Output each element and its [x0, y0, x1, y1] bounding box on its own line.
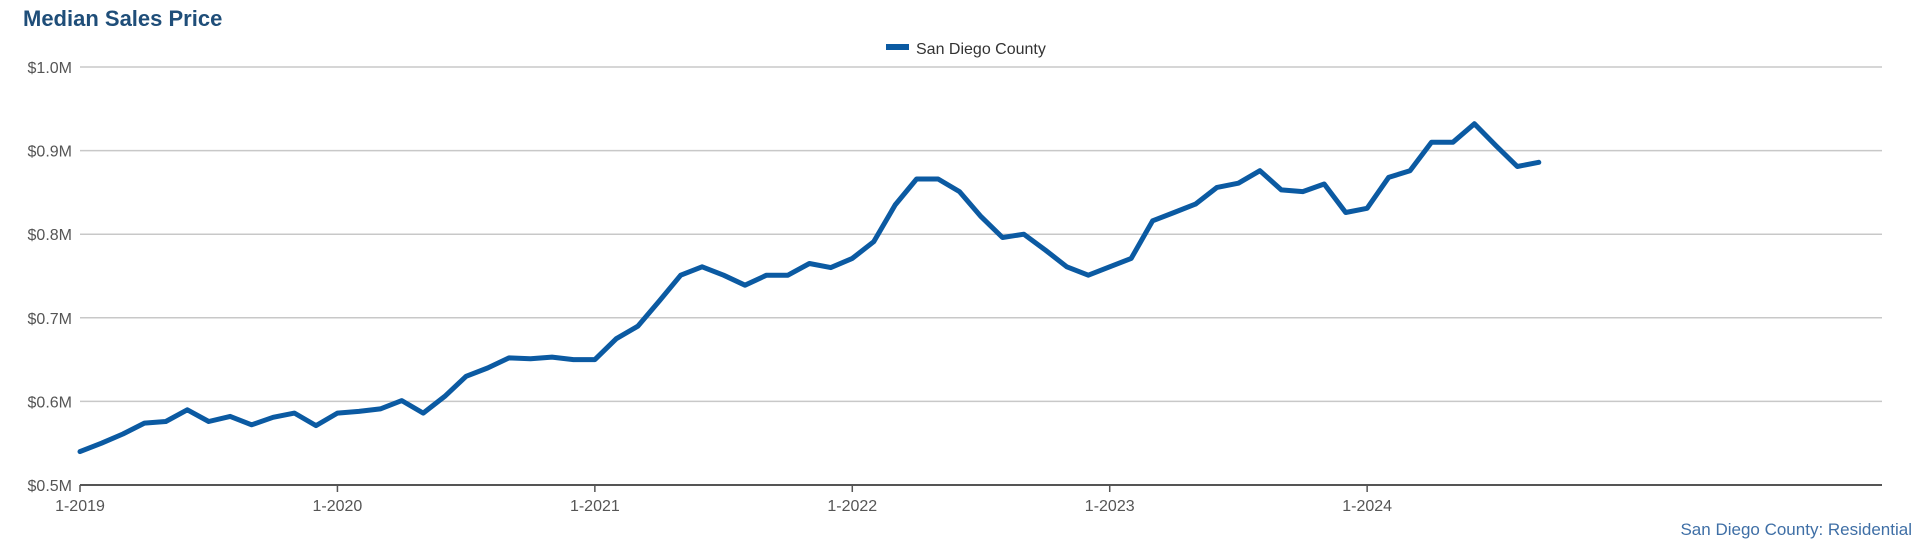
legend: San Diego County: [886, 41, 1046, 58]
grid-lines: [80, 66, 1882, 403]
y-tick-label: $0.8M: [28, 227, 72, 244]
x-tick-label: 1-2023: [1085, 498, 1135, 515]
series-line: [77, 121, 1542, 455]
y-tick-label: $0.7M: [28, 311, 72, 328]
source-note: San Diego County: Residential: [1680, 520, 1912, 539]
legend-swatch: [886, 44, 909, 50]
y-axis-ticks: $0.5M $0.6M $0.7M $0.8M $0.9M $1.0M: [28, 60, 72, 495]
legend-label: San Diego County: [916, 41, 1046, 58]
x-tick-label: 1-2022: [827, 498, 877, 515]
x-tick-label: 1-2024: [1342, 498, 1392, 515]
y-tick-label: $0.5M: [28, 478, 72, 495]
series-layer: [77, 121, 1542, 455]
x-axis: 1-2019 1-2020 1-2021 1-2022 1-2023 1-2024: [55, 484, 1882, 515]
y-tick-label: $0.9M: [28, 144, 72, 161]
x-tick-label: 1-2021: [570, 498, 620, 515]
y-tick-label: $0.6M: [28, 394, 72, 411]
x-tick-label: 1-2019: [55, 498, 105, 515]
y-tick-label: $1.0M: [28, 60, 72, 77]
chart-title: Median Sales Price: [23, 6, 223, 31]
x-tick-label: 1-2020: [313, 498, 363, 515]
